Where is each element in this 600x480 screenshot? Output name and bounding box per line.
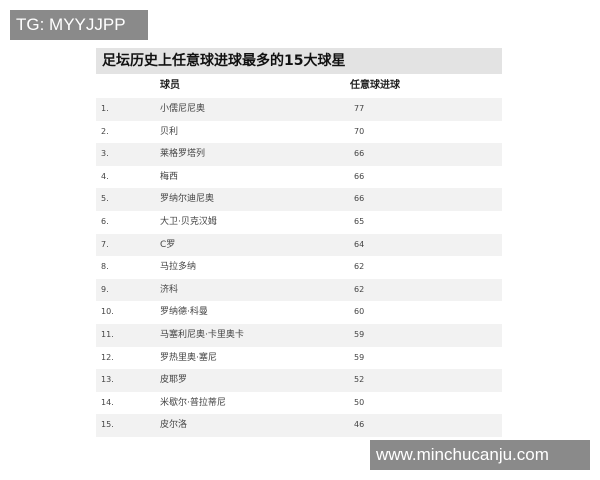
cell-rank: 12. [101, 352, 114, 362]
cell-rank: 10. [101, 307, 114, 317]
table-row: 8. 马拉多纳 62 [96, 256, 502, 279]
cell-player: 马拉多纳 [160, 262, 197, 273]
table-row: 10. 罗纳德·科曼 60 [96, 301, 502, 324]
cell-rank: 15. [101, 420, 114, 430]
table-row: 3. 莱格罗塔列 66 [96, 143, 502, 166]
cell-goals: 70 [354, 126, 365, 136]
cell-player: 罗纳尔迪尼奥 [160, 194, 215, 205]
watermark-bottom-right: www.minchucanju.com [370, 440, 590, 470]
cell-goals: 64 [354, 239, 365, 249]
cell-goals: 66 [354, 171, 365, 181]
cell-goals: 60 [354, 307, 365, 317]
table-row: 7. C罗 64 [96, 233, 502, 257]
cell-player: 大卫·贝克汉姆 [160, 216, 217, 227]
header-player: 球员 [160, 80, 180, 91]
cell-rank: 7. [101, 239, 109, 249]
table-row: 6. 大卫·贝克汉姆 65 [96, 211, 502, 234]
cell-rank: 4. [101, 171, 109, 181]
cell-player: 济科 [160, 284, 179, 295]
table-row: 13. 皮耶罗 52 [96, 369, 502, 392]
cell-rank: 1. [101, 104, 109, 113]
cell-goals: 52 [354, 375, 365, 385]
table-row: 15. 皮尔洛 46 [96, 414, 502, 437]
cell-goals: 62 [354, 262, 365, 272]
cell-goals: 66 [354, 149, 365, 159]
watermark-top-left: TG: MYYJJPP [10, 10, 148, 40]
cell-player: 小儒尼尼奥 [160, 104, 206, 114]
cell-goals: 59 [354, 329, 365, 339]
cell-rank: 11. [101, 329, 114, 339]
cell-rank: 5. [101, 194, 109, 204]
table-title: 足坛历史上任意球进球最多的15大球星 [96, 48, 502, 74]
table-row: 4. 梅西 66 [96, 166, 502, 189]
table-row: 14. 米歇尔·普拉蒂尼 50 [96, 392, 502, 415]
cell-goals: 50 [354, 397, 365, 407]
cell-player: 皮耶罗 [160, 375, 188, 386]
cell-player: 贝利 [160, 126, 179, 137]
cell-rank: 6. [101, 216, 109, 226]
cell-rank: 8. [101, 262, 109, 272]
cell-goals: 66 [354, 194, 365, 204]
cell-rank: 2. [101, 126, 109, 136]
cell-goals: 77 [354, 104, 365, 113]
cell-player: 罗纳德·科曼 [160, 307, 208, 318]
cell-player: 罗热里奥·塞尼 [160, 352, 217, 363]
table-header: 球员 任意球进球 [96, 74, 502, 98]
table-row: 9. 济科 62 [96, 278, 502, 302]
cell-goals: 62 [354, 284, 365, 294]
cell-goals: 59 [354, 352, 365, 362]
table-row: 2. 贝利 70 [96, 121, 502, 144]
cell-player: 皮尔洛 [160, 420, 188, 431]
header-goals: 任意球进球 [350, 80, 400, 91]
cell-player: 马塞利尼奥·卡里奥卡 [160, 329, 244, 340]
cell-rank: 14. [101, 397, 114, 407]
cell-player: C罗 [160, 239, 176, 250]
cell-player: 米歇尔·普拉蒂尼 [160, 397, 226, 408]
cell-rank: 3. [101, 149, 109, 159]
cell-player: 莱格罗塔列 [160, 149, 206, 160]
cell-goals: 46 [354, 420, 365, 430]
free-kick-goals-table: 足坛历史上任意球进球最多的15大球星 球员 任意球进球 1. 小儒尼尼奥 77 2. 贝… [96, 48, 502, 437]
cell-rank: 13. [101, 375, 114, 385]
cell-rank: 9. [101, 284, 109, 294]
cell-goals: 65 [354, 216, 365, 226]
table-row: 5. 罗纳尔迪尼奥 66 [96, 188, 502, 211]
table-row: 11. 马塞利尼奥·卡里奥卡 59 [96, 323, 502, 347]
cell-player: 梅西 [160, 171, 179, 182]
table-row: 1. 小儒尼尼奥 77 [96, 98, 502, 121]
table-row: 12. 罗热里奥·塞尼 59 [96, 347, 502, 370]
